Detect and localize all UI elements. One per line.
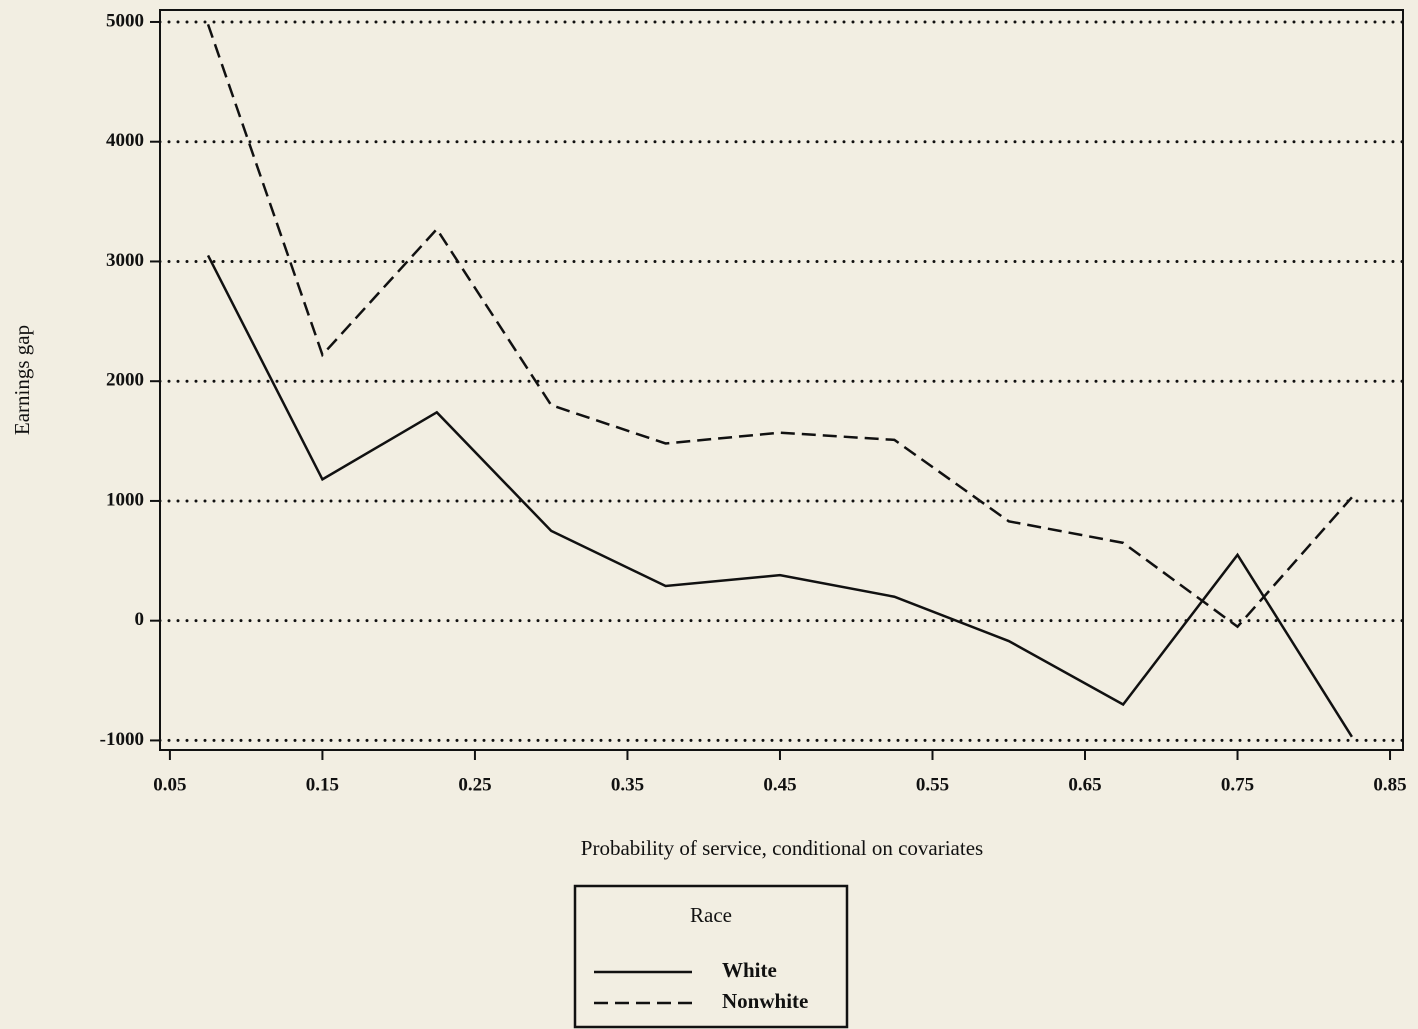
x-tick-label: 0.65 bbox=[1068, 774, 1101, 795]
y-tick-label: 0 bbox=[135, 609, 145, 630]
x-tick-label: 0.35 bbox=[611, 774, 644, 795]
y-tick-label: -1000 bbox=[100, 729, 144, 750]
x-tick-label: 0.25 bbox=[458, 774, 491, 795]
x-tick-label: 0.45 bbox=[763, 774, 796, 795]
y-tick-label: 2000 bbox=[106, 370, 144, 391]
x-tick-label: 0.15 bbox=[306, 774, 339, 795]
series-line bbox=[206, 23, 1353, 629]
y-axis-label: Earnings gap bbox=[10, 325, 34, 435]
legend-title: Race bbox=[690, 903, 732, 927]
series-line bbox=[206, 254, 1353, 738]
legend-label: Nonwhite bbox=[722, 989, 808, 1013]
x-axis-label: Probability of service, conditional on c… bbox=[581, 836, 983, 860]
x-tick-label: 0.85 bbox=[1373, 774, 1406, 795]
y-tick-label: 1000 bbox=[106, 489, 144, 510]
x-tick-label: 0.55 bbox=[916, 774, 949, 795]
legend-box bbox=[573, 884, 849, 1029]
legend-label: White bbox=[722, 958, 777, 982]
y-tick-label: 5000 bbox=[106, 10, 144, 31]
x-tick-label: 0.05 bbox=[153, 774, 186, 795]
x-tick-label: 0.75 bbox=[1221, 774, 1254, 795]
y-tick-label: 4000 bbox=[106, 130, 144, 151]
y-tick-label: 3000 bbox=[106, 250, 144, 271]
